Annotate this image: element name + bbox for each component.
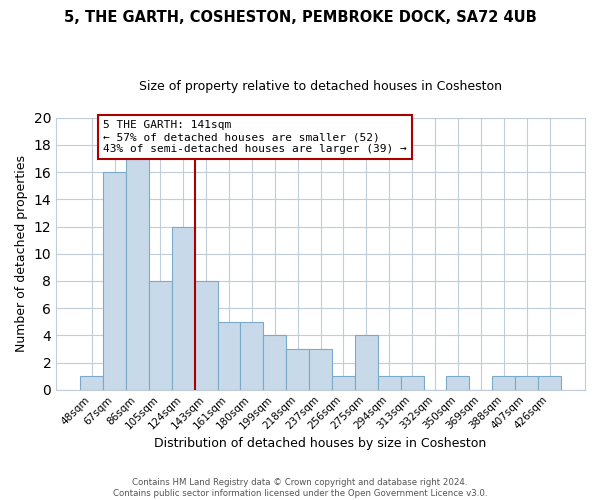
Text: Contains HM Land Registry data © Crown copyright and database right 2024.
Contai: Contains HM Land Registry data © Crown c… <box>113 478 487 498</box>
Bar <box>149 281 172 390</box>
Y-axis label: Number of detached properties: Number of detached properties <box>15 156 28 352</box>
Bar <box>172 226 194 390</box>
Bar <box>538 376 561 390</box>
Bar <box>80 376 103 390</box>
Bar <box>286 349 309 390</box>
Bar <box>355 336 378 390</box>
Bar <box>332 376 355 390</box>
Bar <box>309 349 332 390</box>
Bar <box>401 376 424 390</box>
Text: 5 THE GARTH: 141sqm
← 57% of detached houses are smaller (52)
43% of semi-detach: 5 THE GARTH: 141sqm ← 57% of detached ho… <box>103 120 407 154</box>
Bar <box>492 376 515 390</box>
X-axis label: Distribution of detached houses by size in Cosheston: Distribution of detached houses by size … <box>154 437 487 450</box>
Bar <box>218 322 241 390</box>
Bar <box>263 336 286 390</box>
Bar <box>241 322 263 390</box>
Bar <box>194 281 218 390</box>
Bar <box>446 376 469 390</box>
Bar <box>515 376 538 390</box>
Bar <box>103 172 126 390</box>
Title: Size of property relative to detached houses in Cosheston: Size of property relative to detached ho… <box>139 80 502 93</box>
Text: 5, THE GARTH, COSHESTON, PEMBROKE DOCK, SA72 4UB: 5, THE GARTH, COSHESTON, PEMBROKE DOCK, … <box>64 10 536 25</box>
Bar <box>126 158 149 390</box>
Bar <box>378 376 401 390</box>
